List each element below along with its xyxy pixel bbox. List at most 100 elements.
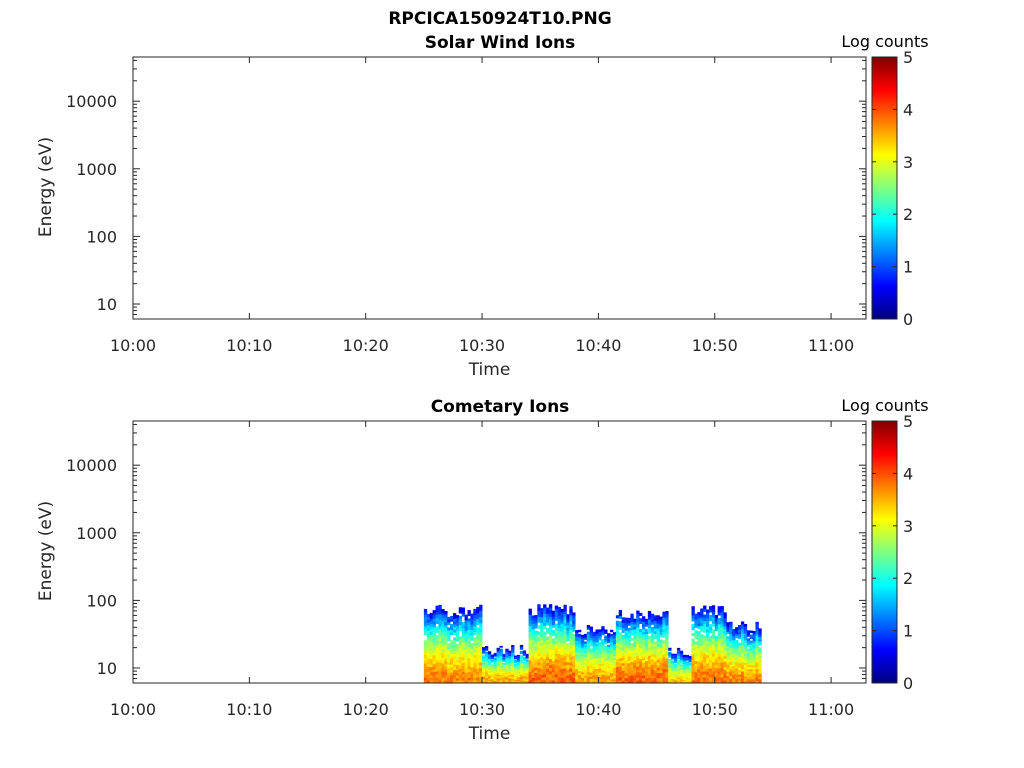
spectrogram-cell bbox=[688, 675, 692, 678]
spectrogram-cell bbox=[441, 677, 445, 681]
spectrogram-cell bbox=[548, 634, 553, 638]
spectrogram-cell bbox=[464, 625, 468, 629]
spectrogram-cell bbox=[458, 677, 463, 681]
spectrogram-cell bbox=[618, 652, 623, 656]
spectrogram-cell bbox=[659, 657, 663, 661]
spectrogram-cell bbox=[685, 677, 689, 680]
spectrogram-cell bbox=[691, 606, 695, 610]
spectrogram-cell bbox=[470, 648, 474, 652]
spectrogram-cell bbox=[467, 626, 471, 631]
spectrogram-cell bbox=[706, 677, 710, 681]
spectrogram-cell bbox=[708, 617, 713, 622]
spectrogram-cell bbox=[519, 663, 524, 666]
spectrogram-cell bbox=[426, 666, 431, 670]
spectrogram-cell bbox=[575, 672, 579, 676]
spectrogram-cell bbox=[668, 659, 672, 661]
spectrogram-cell bbox=[435, 659, 439, 663]
spectrogram-cell bbox=[598, 665, 602, 669]
spectrogram-cell bbox=[487, 659, 492, 662]
spectrogram-cell bbox=[679, 675, 684, 678]
spectrogram-cell bbox=[496, 654, 500, 657]
spectrogram-cell bbox=[627, 672, 631, 676]
spectrogram-cell bbox=[697, 614, 701, 618]
spectrogram-cell bbox=[450, 640, 454, 644]
spectrogram-cell bbox=[502, 678, 506, 681]
spectrogram-cell bbox=[755, 652, 759, 656]
spectrogram-cell bbox=[572, 636, 576, 640]
spectrogram-cell bbox=[546, 619, 550, 623]
spectrogram-cell bbox=[610, 629, 614, 633]
spectrogram-cell bbox=[528, 611, 532, 615]
spectrogram-cell bbox=[636, 674, 640, 678]
spectrogram-cell bbox=[476, 636, 480, 640]
spectrogram-cell bbox=[548, 649, 553, 654]
spectrogram-cell bbox=[642, 657, 646, 661]
spectrogram-cell bbox=[502, 672, 506, 675]
spectrogram-cell bbox=[563, 634, 567, 639]
spectrogram-cell bbox=[452, 680, 457, 684]
spectrogram-cell bbox=[700, 634, 704, 638]
spectrogram-cell bbox=[653, 630, 657, 634]
spectrogram-cell bbox=[691, 615, 695, 619]
spectrogram-cell bbox=[514, 672, 518, 674]
spectrogram-cell bbox=[447, 630, 451, 634]
spectrogram-cell bbox=[665, 635, 669, 640]
spectrogram-cell bbox=[511, 675, 515, 678]
spectrogram-cell bbox=[630, 664, 634, 668]
spectrogram-cell bbox=[444, 622, 448, 626]
spectrogram-cell bbox=[743, 660, 748, 663]
spectrogram-cell bbox=[621, 667, 625, 671]
spectrogram-cell bbox=[601, 665, 605, 669]
spectrogram-cell bbox=[569, 671, 573, 675]
spectrogram-cell bbox=[470, 680, 474, 684]
spectrogram-cell bbox=[531, 634, 535, 638]
spectrogram-cell bbox=[508, 663, 512, 665]
spectrogram-cell bbox=[563, 649, 567, 654]
spectrogram-cell bbox=[615, 653, 620, 657]
spectrogram-cell bbox=[540, 610, 544, 615]
spectrogram-cell bbox=[438, 616, 442, 621]
spectrogram-cell bbox=[621, 624, 625, 628]
spectrogram-cell bbox=[479, 667, 483, 672]
spectrogram-cell bbox=[490, 668, 495, 671]
spectrogram-cell bbox=[723, 644, 727, 649]
spectrogram-cell bbox=[644, 655, 649, 659]
spectrogram-cell bbox=[560, 663, 564, 667]
spectrogram-cell bbox=[650, 675, 655, 679]
spectrogram-cell bbox=[511, 674, 515, 677]
spectrogram-cell bbox=[740, 664, 745, 667]
spectrogram-cell bbox=[540, 613, 544, 618]
spectrogram-cell bbox=[589, 637, 593, 641]
spectrogram-cell bbox=[633, 652, 637, 656]
spectrogram-cell bbox=[627, 627, 631, 631]
spectrogram-cell bbox=[566, 632, 570, 636]
spectrogram-cell bbox=[610, 637, 614, 641]
spectrogram-cell bbox=[633, 641, 637, 645]
spectrogram-cell bbox=[461, 627, 465, 632]
spectrogram-cell bbox=[604, 648, 608, 651]
spectrogram-cell bbox=[621, 662, 625, 666]
spectrogram-cell bbox=[726, 629, 730, 632]
spectrogram-cell bbox=[461, 613, 465, 617]
spectrogram-cell bbox=[551, 671, 556, 676]
spectrogram-cell bbox=[636, 655, 640, 659]
spectrogram-cell bbox=[441, 611, 445, 616]
spectrogram-cell bbox=[464, 667, 468, 671]
spectrogram-cell bbox=[493, 669, 497, 671]
spectrogram-cell bbox=[618, 663, 623, 667]
spectrogram-cell bbox=[554, 626, 559, 630]
spectrogram-cell bbox=[598, 663, 602, 667]
spectrogram-cell bbox=[516, 670, 521, 672]
spectrogram-cell bbox=[589, 676, 593, 680]
spectrogram-cell bbox=[511, 677, 515, 680]
spectrogram-cell bbox=[455, 630, 460, 634]
spectrogram-cell bbox=[447, 661, 451, 665]
spectrogram-cell bbox=[426, 613, 431, 618]
spectrogram-cell bbox=[700, 665, 704, 670]
spectrogram-cell bbox=[674, 661, 678, 664]
spectrogram-cell bbox=[580, 647, 585, 651]
spectrogram-cell bbox=[621, 645, 625, 649]
spectrogram-cell bbox=[735, 678, 739, 682]
colorbar-label: Log counts bbox=[841, 396, 928, 415]
spectrogram-cell bbox=[615, 626, 620, 630]
